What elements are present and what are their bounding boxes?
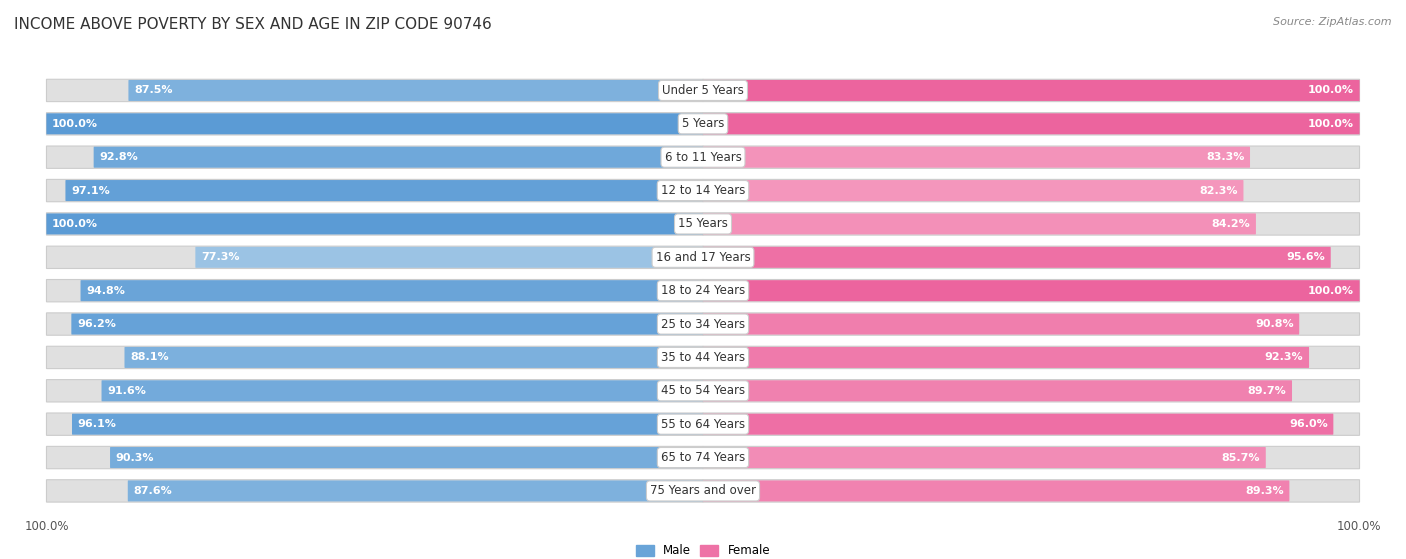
Text: 96.0%: 96.0%	[1289, 419, 1327, 429]
FancyBboxPatch shape	[703, 113, 1360, 134]
Text: 82.3%: 82.3%	[1199, 186, 1237, 196]
Text: 16 and 17 Years: 16 and 17 Years	[655, 251, 751, 264]
FancyBboxPatch shape	[46, 146, 703, 168]
FancyBboxPatch shape	[72, 314, 703, 335]
Text: 85.7%: 85.7%	[1222, 453, 1260, 462]
Text: 35 to 44 Years: 35 to 44 Years	[661, 351, 745, 364]
Text: 84.2%: 84.2%	[1212, 219, 1250, 229]
FancyBboxPatch shape	[703, 146, 1250, 168]
Text: 15 Years: 15 Years	[678, 217, 728, 230]
Text: 90.8%: 90.8%	[1256, 319, 1294, 329]
Text: 12 to 14 Years: 12 to 14 Years	[661, 184, 745, 197]
Text: 45 to 54 Years: 45 to 54 Years	[661, 384, 745, 397]
Text: 55 to 64 Years: 55 to 64 Years	[661, 418, 745, 430]
Text: 88.1%: 88.1%	[131, 352, 169, 362]
FancyBboxPatch shape	[703, 480, 1289, 501]
Text: 18 to 24 Years: 18 to 24 Years	[661, 284, 745, 297]
FancyBboxPatch shape	[703, 480, 1360, 502]
Text: 91.6%: 91.6%	[107, 386, 146, 396]
FancyBboxPatch shape	[46, 79, 703, 102]
FancyBboxPatch shape	[46, 179, 703, 202]
FancyBboxPatch shape	[703, 447, 1360, 469]
Text: 77.3%: 77.3%	[201, 252, 239, 262]
FancyBboxPatch shape	[46, 112, 703, 135]
Text: 89.3%: 89.3%	[1246, 486, 1284, 496]
FancyBboxPatch shape	[703, 247, 1330, 268]
FancyBboxPatch shape	[66, 180, 703, 201]
Text: Under 5 Years: Under 5 Years	[662, 84, 744, 97]
Text: 89.7%: 89.7%	[1247, 386, 1286, 396]
FancyBboxPatch shape	[703, 380, 1360, 402]
FancyBboxPatch shape	[46, 380, 703, 402]
Text: 100.0%: 100.0%	[1308, 86, 1354, 96]
Text: Source: ZipAtlas.com: Source: ZipAtlas.com	[1274, 17, 1392, 27]
FancyBboxPatch shape	[46, 246, 703, 268]
FancyBboxPatch shape	[94, 146, 703, 168]
FancyBboxPatch shape	[703, 314, 1299, 335]
FancyBboxPatch shape	[46, 113, 703, 134]
FancyBboxPatch shape	[128, 480, 703, 501]
FancyBboxPatch shape	[125, 347, 703, 368]
FancyBboxPatch shape	[703, 313, 1360, 335]
Text: 100.0%: 100.0%	[1308, 286, 1354, 296]
FancyBboxPatch shape	[46, 447, 703, 469]
FancyBboxPatch shape	[703, 347, 1309, 368]
Text: 87.6%: 87.6%	[134, 486, 172, 496]
Text: 5 Years: 5 Years	[682, 117, 724, 130]
Text: 90.3%: 90.3%	[115, 453, 155, 462]
FancyBboxPatch shape	[72, 414, 703, 435]
Text: 97.1%: 97.1%	[72, 186, 110, 196]
FancyBboxPatch shape	[703, 413, 1360, 435]
Text: 65 to 74 Years: 65 to 74 Years	[661, 451, 745, 464]
Text: 75 Years and over: 75 Years and over	[650, 485, 756, 498]
Text: 25 to 34 Years: 25 to 34 Years	[661, 318, 745, 330]
Text: 96.1%: 96.1%	[77, 419, 117, 429]
Text: 100.0%: 100.0%	[52, 119, 98, 129]
FancyBboxPatch shape	[703, 346, 1360, 368]
FancyBboxPatch shape	[703, 214, 1256, 234]
FancyBboxPatch shape	[703, 80, 1360, 101]
Text: 100.0%: 100.0%	[1308, 119, 1354, 129]
FancyBboxPatch shape	[703, 246, 1360, 268]
FancyBboxPatch shape	[703, 280, 1360, 302]
FancyBboxPatch shape	[195, 247, 703, 268]
FancyBboxPatch shape	[703, 180, 1243, 201]
FancyBboxPatch shape	[46, 346, 703, 368]
Text: 95.6%: 95.6%	[1286, 252, 1324, 262]
FancyBboxPatch shape	[128, 80, 703, 101]
Text: 92.3%: 92.3%	[1265, 352, 1303, 362]
FancyBboxPatch shape	[703, 380, 1292, 401]
FancyBboxPatch shape	[46, 213, 703, 235]
FancyBboxPatch shape	[703, 280, 1360, 301]
Text: 6 to 11 Years: 6 to 11 Years	[665, 151, 741, 164]
Text: 83.3%: 83.3%	[1206, 152, 1244, 162]
Text: 92.8%: 92.8%	[100, 152, 138, 162]
FancyBboxPatch shape	[46, 313, 703, 335]
FancyBboxPatch shape	[703, 414, 1333, 435]
FancyBboxPatch shape	[46, 214, 703, 234]
FancyBboxPatch shape	[110, 447, 703, 468]
FancyBboxPatch shape	[703, 179, 1360, 202]
Text: 100.0%: 100.0%	[52, 219, 98, 229]
FancyBboxPatch shape	[101, 380, 703, 401]
FancyBboxPatch shape	[703, 213, 1360, 235]
FancyBboxPatch shape	[703, 447, 1265, 468]
Text: 96.2%: 96.2%	[77, 319, 115, 329]
FancyBboxPatch shape	[703, 112, 1360, 135]
Text: 87.5%: 87.5%	[134, 86, 173, 96]
FancyBboxPatch shape	[703, 146, 1360, 168]
Legend: Male, Female: Male, Female	[631, 539, 775, 559]
FancyBboxPatch shape	[46, 480, 703, 502]
FancyBboxPatch shape	[703, 79, 1360, 102]
Text: INCOME ABOVE POVERTY BY SEX AND AGE IN ZIP CODE 90746: INCOME ABOVE POVERTY BY SEX AND AGE IN Z…	[14, 17, 492, 32]
FancyBboxPatch shape	[80, 280, 703, 301]
FancyBboxPatch shape	[46, 280, 703, 302]
FancyBboxPatch shape	[46, 413, 703, 435]
Text: 94.8%: 94.8%	[86, 286, 125, 296]
